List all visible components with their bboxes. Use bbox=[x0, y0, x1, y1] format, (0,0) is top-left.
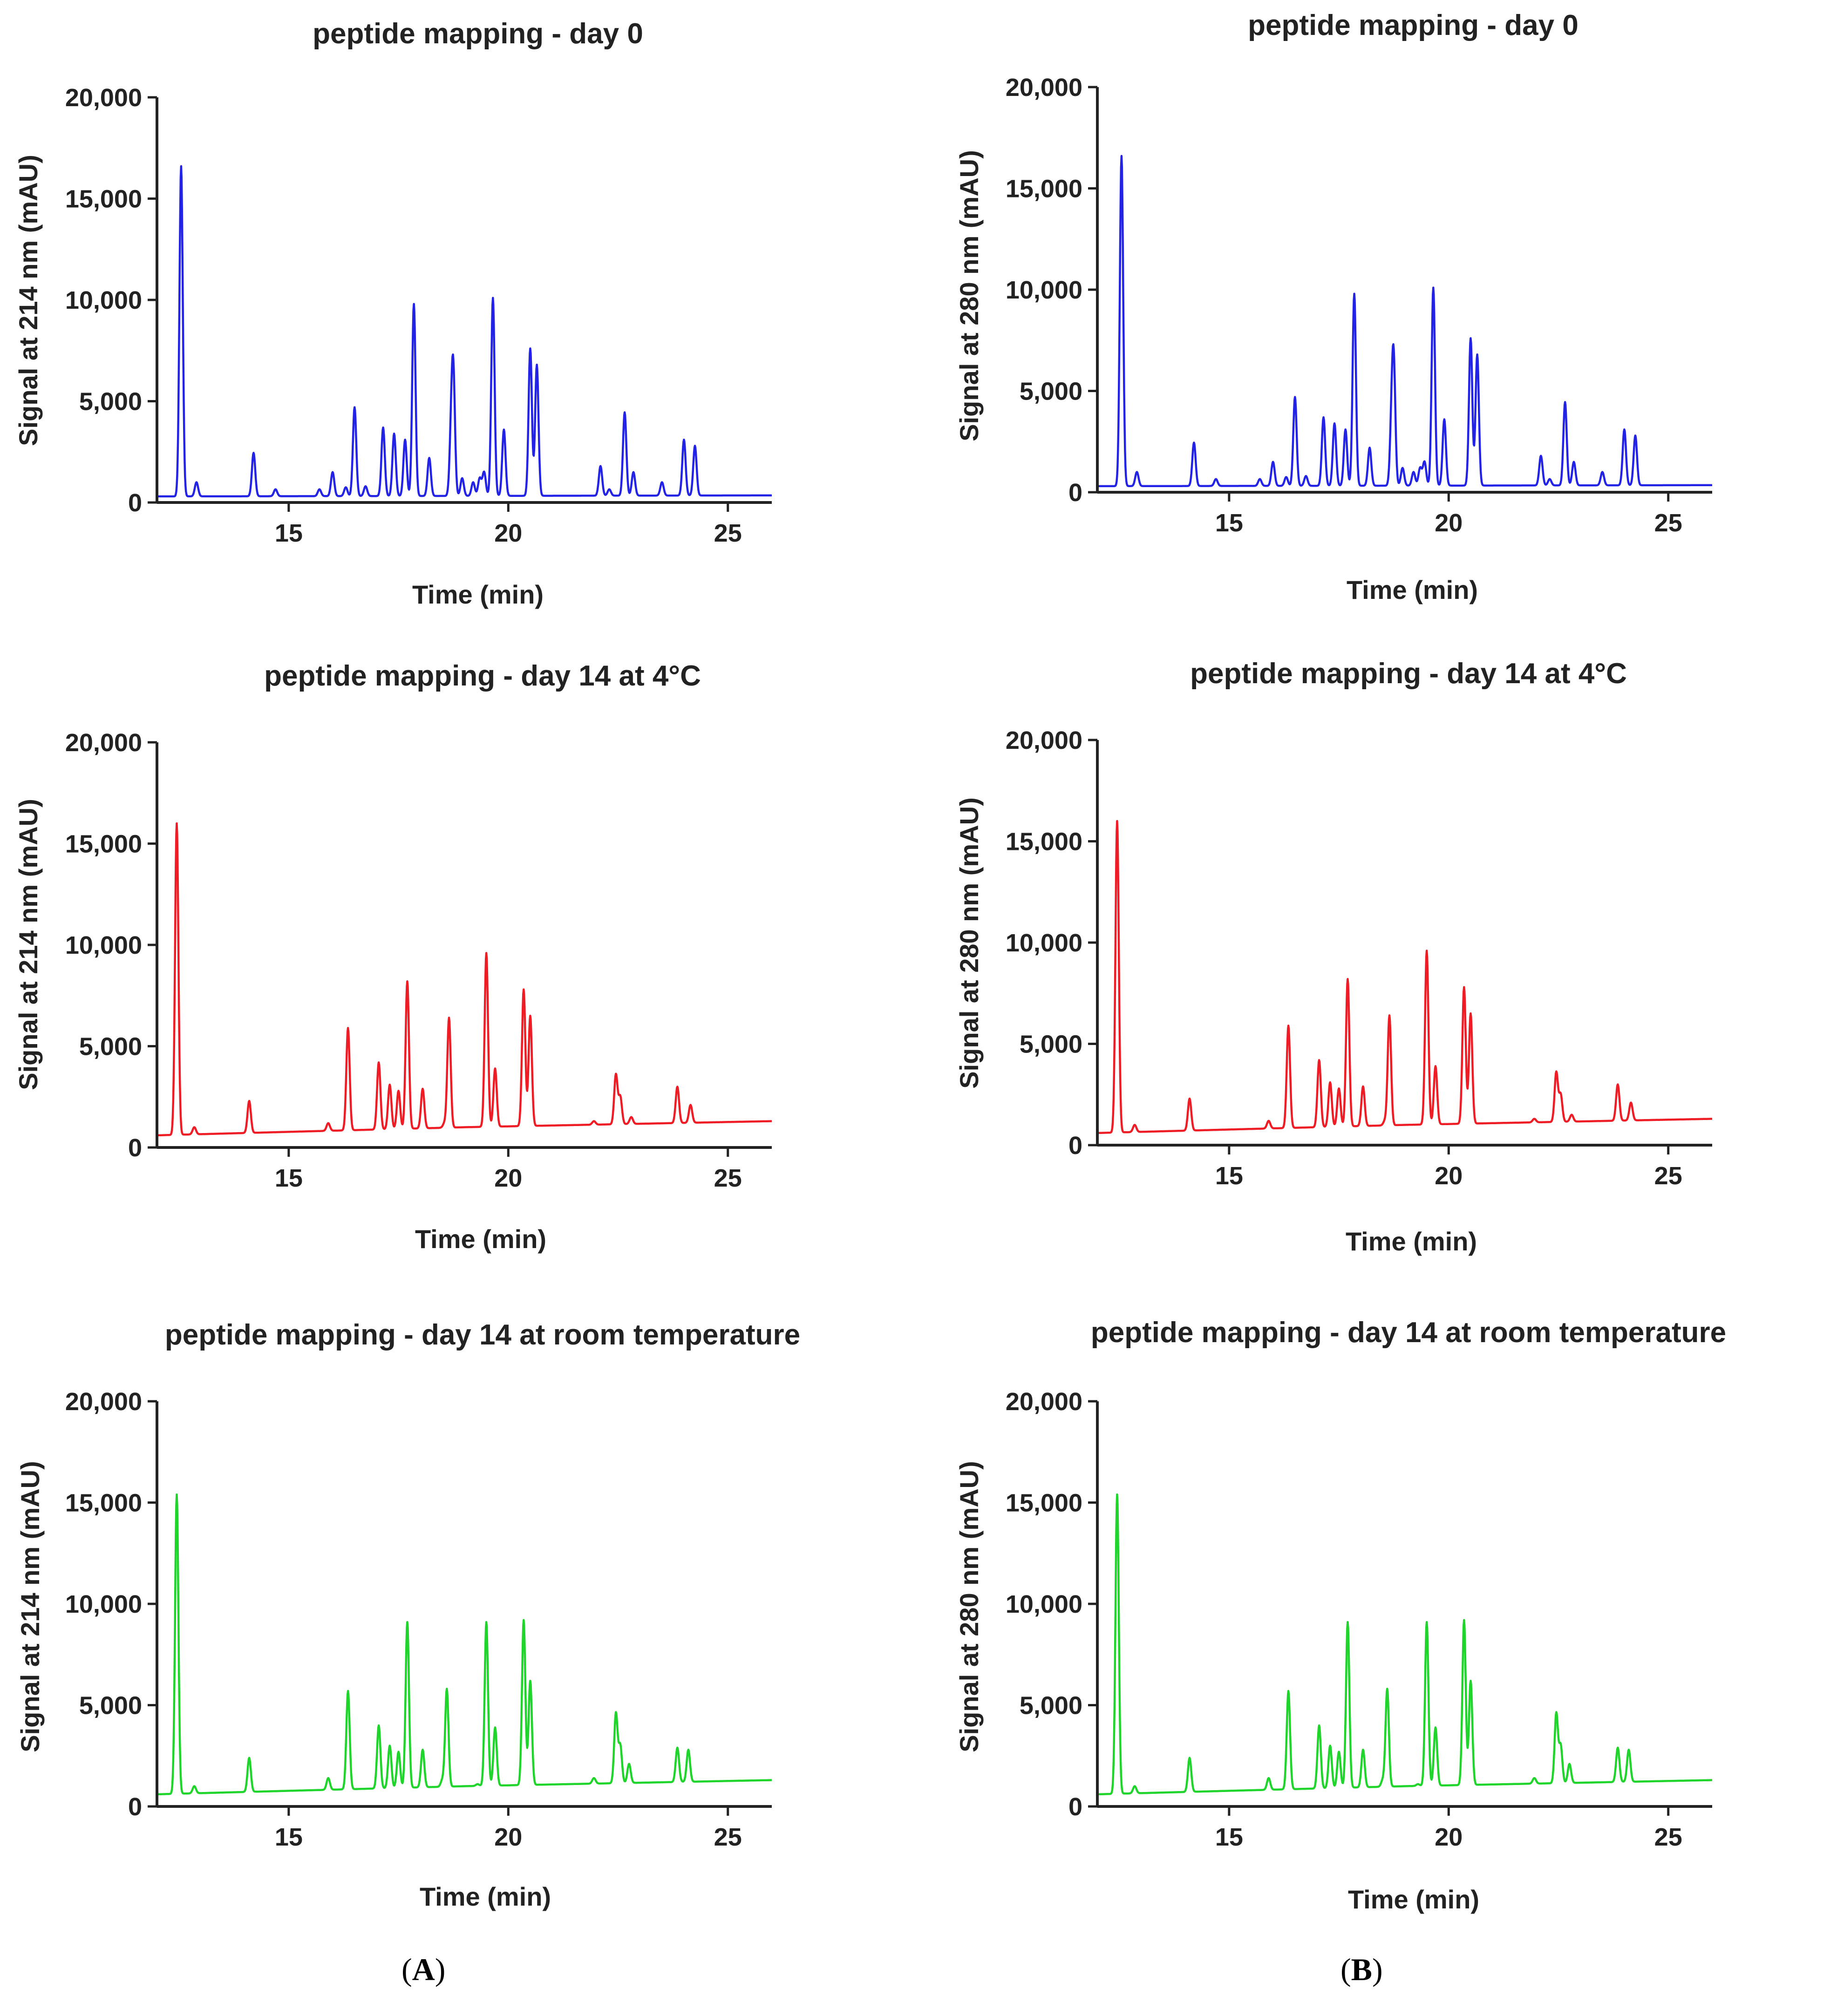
chart-a-day14-rt: peptide mapping - day 14 at room tempera… bbox=[15, 1319, 800, 1911]
chart-title: peptide mapping - day 0 bbox=[1248, 9, 1578, 41]
x-tick-label: 15 bbox=[1215, 1162, 1243, 1190]
panel-label-b-close: ) bbox=[1372, 1952, 1383, 1987]
y-tick-label: 20,000 bbox=[1006, 74, 1082, 102]
y-tick-label: 10,000 bbox=[1006, 929, 1082, 957]
x-tick-label: 15 bbox=[275, 1164, 303, 1192]
x-tick-label: 25 bbox=[1654, 509, 1682, 537]
x-tick-label: 25 bbox=[714, 519, 742, 547]
x-axis-label: Time (min) bbox=[415, 1224, 546, 1254]
y-tick-label: 20,000 bbox=[65, 84, 142, 112]
y-tick-label: 15,000 bbox=[65, 830, 142, 858]
y-tick-label: 5,000 bbox=[1020, 378, 1082, 406]
y-axis-label: Signal at 280 nm (mAU) bbox=[954, 797, 984, 1088]
panel-label-b: (B) bbox=[1340, 1951, 1383, 1988]
x-tick-label: 25 bbox=[714, 1164, 742, 1192]
y-tick-label: 10,000 bbox=[1006, 276, 1082, 304]
y-tick-label: 0 bbox=[128, 489, 142, 517]
x-tick-label: 20 bbox=[1435, 1162, 1463, 1190]
y-tick-label: 5,000 bbox=[79, 1692, 142, 1720]
y-tick-label: 20,000 bbox=[65, 729, 142, 757]
y-tick-label: 10,000 bbox=[65, 931, 142, 959]
chromatogram-trace bbox=[156, 1493, 773, 1796]
x-axis-label: Time (min) bbox=[420, 1882, 551, 1911]
x-axis-label: Time (min) bbox=[1346, 1227, 1477, 1256]
y-tick-label: 15,000 bbox=[65, 185, 142, 213]
y-axis-label: Signal at 280 nm (mAU) bbox=[954, 1461, 984, 1752]
x-axis-label: Time (min) bbox=[412, 580, 544, 609]
y-tick-label: 5,000 bbox=[1020, 1031, 1082, 1059]
chromatogram-trace bbox=[1096, 820, 1713, 1134]
chart-a-day14-4c: peptide mapping - day 14 at 4°C 0 5,000 10… bbox=[14, 660, 773, 1254]
y-tick-label: 10,000 bbox=[65, 286, 142, 314]
chromatogram-trace bbox=[156, 822, 773, 1137]
x-tick-label: 15 bbox=[275, 519, 303, 547]
y-tick-label: 0 bbox=[128, 1793, 142, 1821]
y-tick-label: 10,000 bbox=[1006, 1590, 1082, 1618]
y-tick-label: 5,000 bbox=[79, 1033, 142, 1061]
chart-title: peptide mapping - day 14 at 4°C bbox=[1190, 658, 1627, 690]
panel-label-a-letter: A bbox=[412, 1952, 435, 1987]
y-tick-label: 5,000 bbox=[1020, 1692, 1082, 1720]
y-tick-label: 0 bbox=[1068, 1793, 1082, 1821]
chart-title: peptide mapping - day 0 bbox=[313, 18, 643, 50]
x-tick-label: 15 bbox=[275, 1823, 303, 1851]
x-tick-label: 25 bbox=[1654, 1162, 1682, 1190]
y-tick-label: 15,000 bbox=[1006, 1489, 1082, 1517]
panel-label-a: (A) bbox=[401, 1951, 445, 1988]
x-tick-label: 20 bbox=[1435, 509, 1463, 537]
panel-label-b-letter: B bbox=[1351, 1952, 1373, 1987]
x-tick-label: 20 bbox=[1435, 1823, 1463, 1851]
chart-title: peptide mapping - day 14 at room tempera… bbox=[1091, 1317, 1726, 1349]
x-tick-label: 20 bbox=[494, 519, 522, 547]
x-tick-label: 15 bbox=[1215, 509, 1243, 537]
y-tick-label: 10,000 bbox=[65, 1590, 142, 1618]
panel-label-a-close: ) bbox=[435, 1952, 446, 1987]
y-tick-label: 0 bbox=[1068, 1132, 1082, 1160]
y-tick-label: 0 bbox=[128, 1134, 142, 1162]
y-tick-label: 20,000 bbox=[1006, 726, 1082, 754]
y-axis-label: Signal at 280 nm (mAU) bbox=[954, 150, 984, 441]
y-tick-label: 0 bbox=[1068, 479, 1082, 507]
x-tick-label: 15 bbox=[1215, 1823, 1243, 1851]
chart-title: peptide mapping - day 14 at 4°C bbox=[264, 660, 701, 692]
chromatogram-trace bbox=[1096, 1493, 1713, 1796]
panel-label-a-open: ( bbox=[401, 1952, 412, 1987]
panel-label-b-open: ( bbox=[1340, 1952, 1351, 1987]
chart-b-day0: peptide mapping - day 0 0 5,000 10,000 15,0… bbox=[954, 9, 1713, 604]
y-tick-label: 20,000 bbox=[1006, 1388, 1082, 1416]
chromatogram-trace bbox=[1096, 155, 1713, 488]
x-axis-label: Time (min) bbox=[1348, 1885, 1479, 1914]
x-tick-label: 20 bbox=[494, 1823, 522, 1851]
y-tick-label: 20,000 bbox=[65, 1388, 142, 1416]
x-axis-label: Time (min) bbox=[1347, 575, 1478, 604]
x-tick-label: 20 bbox=[494, 1164, 522, 1192]
chart-b-day14-rt: peptide mapping - day 14 at room tempera… bbox=[954, 1317, 1726, 1914]
y-tick-label: 15,000 bbox=[1006, 828, 1082, 856]
chart-b-day14-4c: peptide mapping - day 14 at 4°C 0 5,000 10… bbox=[954, 658, 1713, 1256]
y-axis-label: Signal at 214 nm (mAU) bbox=[14, 799, 43, 1090]
y-tick-label: 5,000 bbox=[79, 388, 142, 416]
chart-a-day0: peptide mapping - day 0 0 5,000 10,000 15,0… bbox=[14, 18, 773, 609]
y-tick-label: 15,000 bbox=[65, 1489, 142, 1517]
y-axis-label: Signal at 214 nm (mAU) bbox=[14, 155, 43, 446]
chromatogram-trace bbox=[156, 165, 773, 498]
y-axis-label: Signal at 214 nm (mAU) bbox=[15, 1461, 45, 1752]
y-tick-label: 15,000 bbox=[1006, 175, 1082, 203]
chart-title: peptide mapping - day 14 at room tempera… bbox=[165, 1319, 800, 1351]
x-tick-label: 25 bbox=[714, 1823, 742, 1851]
x-tick-label: 25 bbox=[1654, 1823, 1682, 1851]
